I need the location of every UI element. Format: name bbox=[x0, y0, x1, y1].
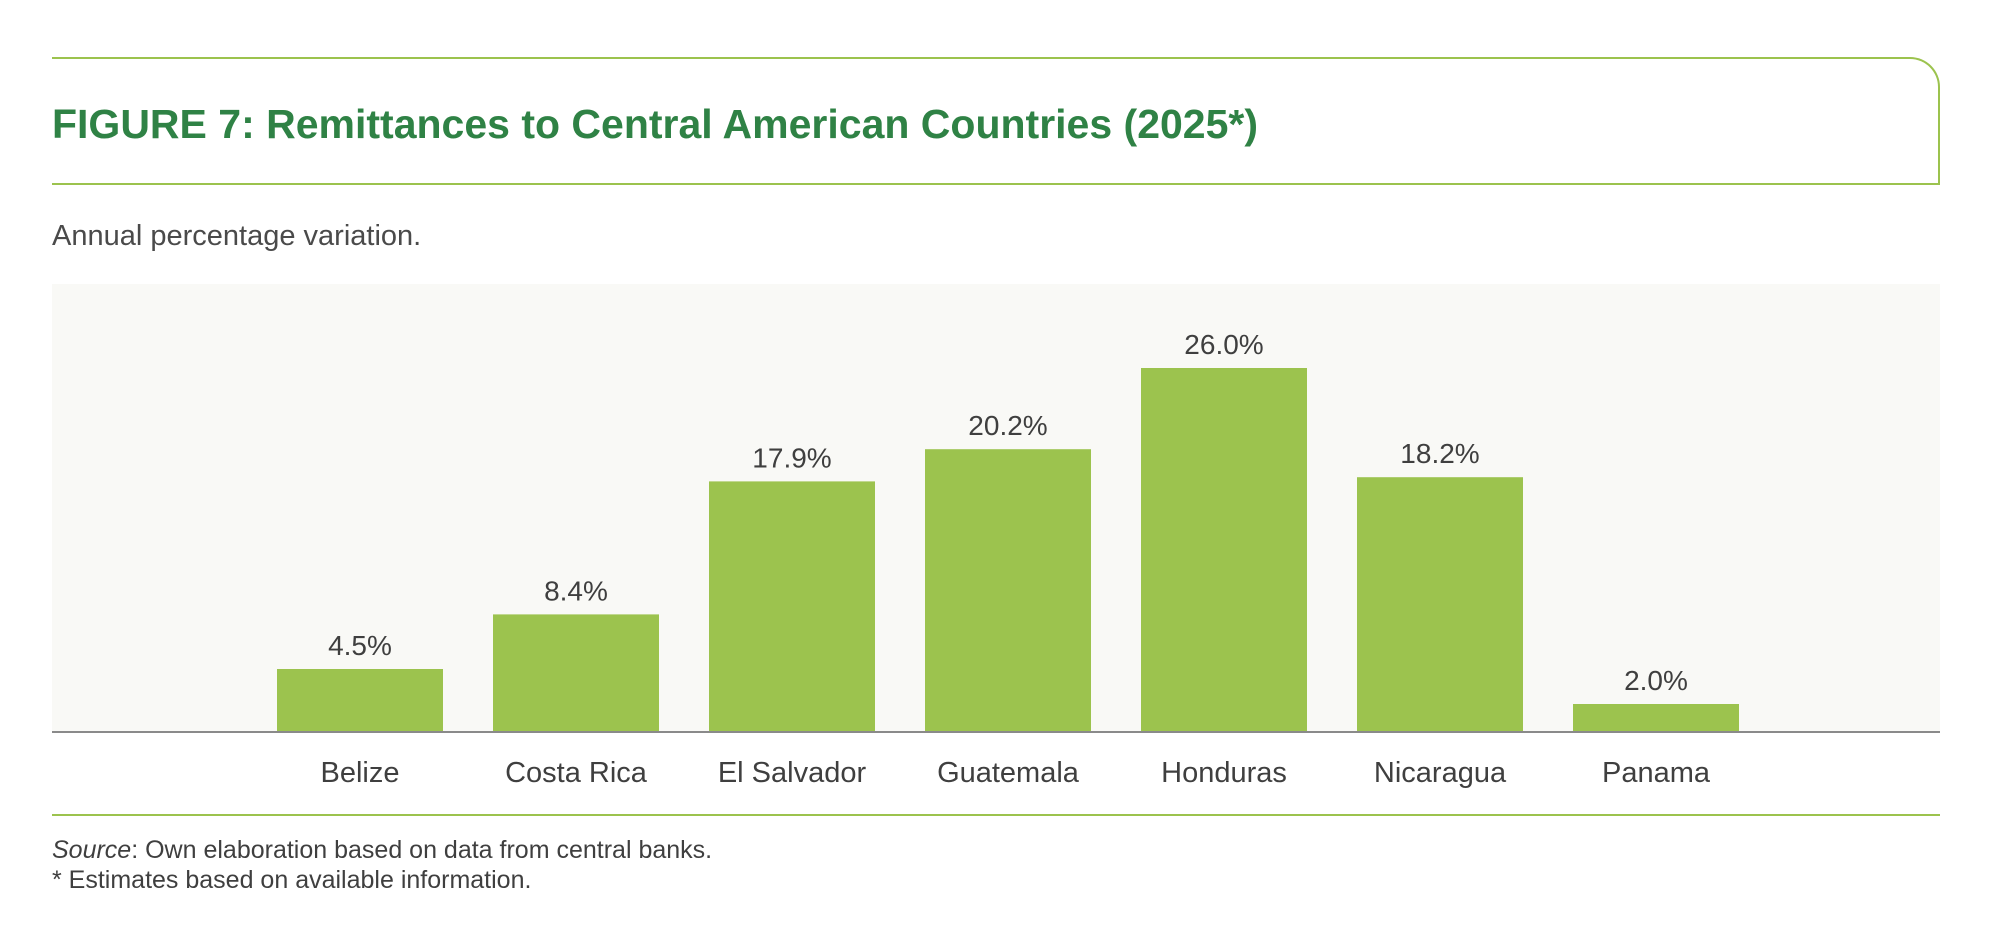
bar-nicaragua bbox=[1357, 477, 1523, 732]
figure-subtitle: Annual percentage variation. bbox=[52, 220, 422, 252]
bar-honduras bbox=[1141, 368, 1307, 732]
value-label-belize: 4.5% bbox=[328, 630, 392, 661]
value-label-nicaragua: 18.2% bbox=[1400, 438, 1479, 469]
title-frame bbox=[52, 57, 1940, 185]
bar-costa-rica bbox=[493, 614, 659, 732]
source-note: Source: Own elaboration based on data fr… bbox=[52, 835, 712, 865]
footnote: * Estimates based on available informati… bbox=[52, 866, 532, 894]
source-label: Source bbox=[52, 836, 132, 864]
bars-group bbox=[277, 368, 1739, 732]
bar-chart-svg: 4.5% 8.4% 17.9% 20.2% 26.0% 18.2% 2.0% Belize C… bbox=[52, 284, 1940, 789]
bar-guatemala bbox=[925, 449, 1091, 732]
tick-label-panama: Panama bbox=[1602, 757, 1711, 789]
tick-label-guatemala: Guatemala bbox=[937, 757, 1080, 789]
value-labels-group: 4.5% 8.4% 17.9% 20.2% 26.0% 18.2% 2.0% bbox=[328, 329, 1688, 696]
figure-title: FIGURE 7: Remittances to Central America… bbox=[52, 101, 1259, 147]
tick-label-belize: Belize bbox=[321, 757, 400, 789]
bar-belize bbox=[277, 669, 443, 732]
source-text: : Own elaboration based on data from cen… bbox=[131, 836, 713, 864]
bar-chart: 4.5% 8.4% 17.9% 20.2% 26.0% 18.2% 2.0% Belize C… bbox=[52, 284, 1940, 814]
value-label-el-salvador: 17.9% bbox=[752, 442, 831, 473]
value-label-panama: 2.0% bbox=[1624, 665, 1688, 696]
bar-el-salvador bbox=[709, 481, 875, 732]
bar-panama bbox=[1573, 704, 1739, 732]
value-label-guatemala: 20.2% bbox=[968, 410, 1047, 441]
value-label-costa-rica: 8.4% bbox=[544, 575, 608, 606]
tick-label-honduras: Honduras bbox=[1161, 757, 1287, 789]
value-label-honduras: 26.0% bbox=[1184, 329, 1263, 360]
x-tick-labels-group: Belize Costa Rica El Salvador Guatemala Hond… bbox=[321, 757, 1711, 789]
tick-label-nicaragua: Nicaragua bbox=[1374, 757, 1507, 789]
figure-notes: Source: Own elaboration based on data fr… bbox=[52, 835, 712, 895]
tick-label-costa-rica: Costa Rica bbox=[505, 757, 648, 789]
tick-label-el-salvador: El Salvador bbox=[718, 757, 867, 789]
bottom-divider bbox=[52, 814, 1940, 816]
